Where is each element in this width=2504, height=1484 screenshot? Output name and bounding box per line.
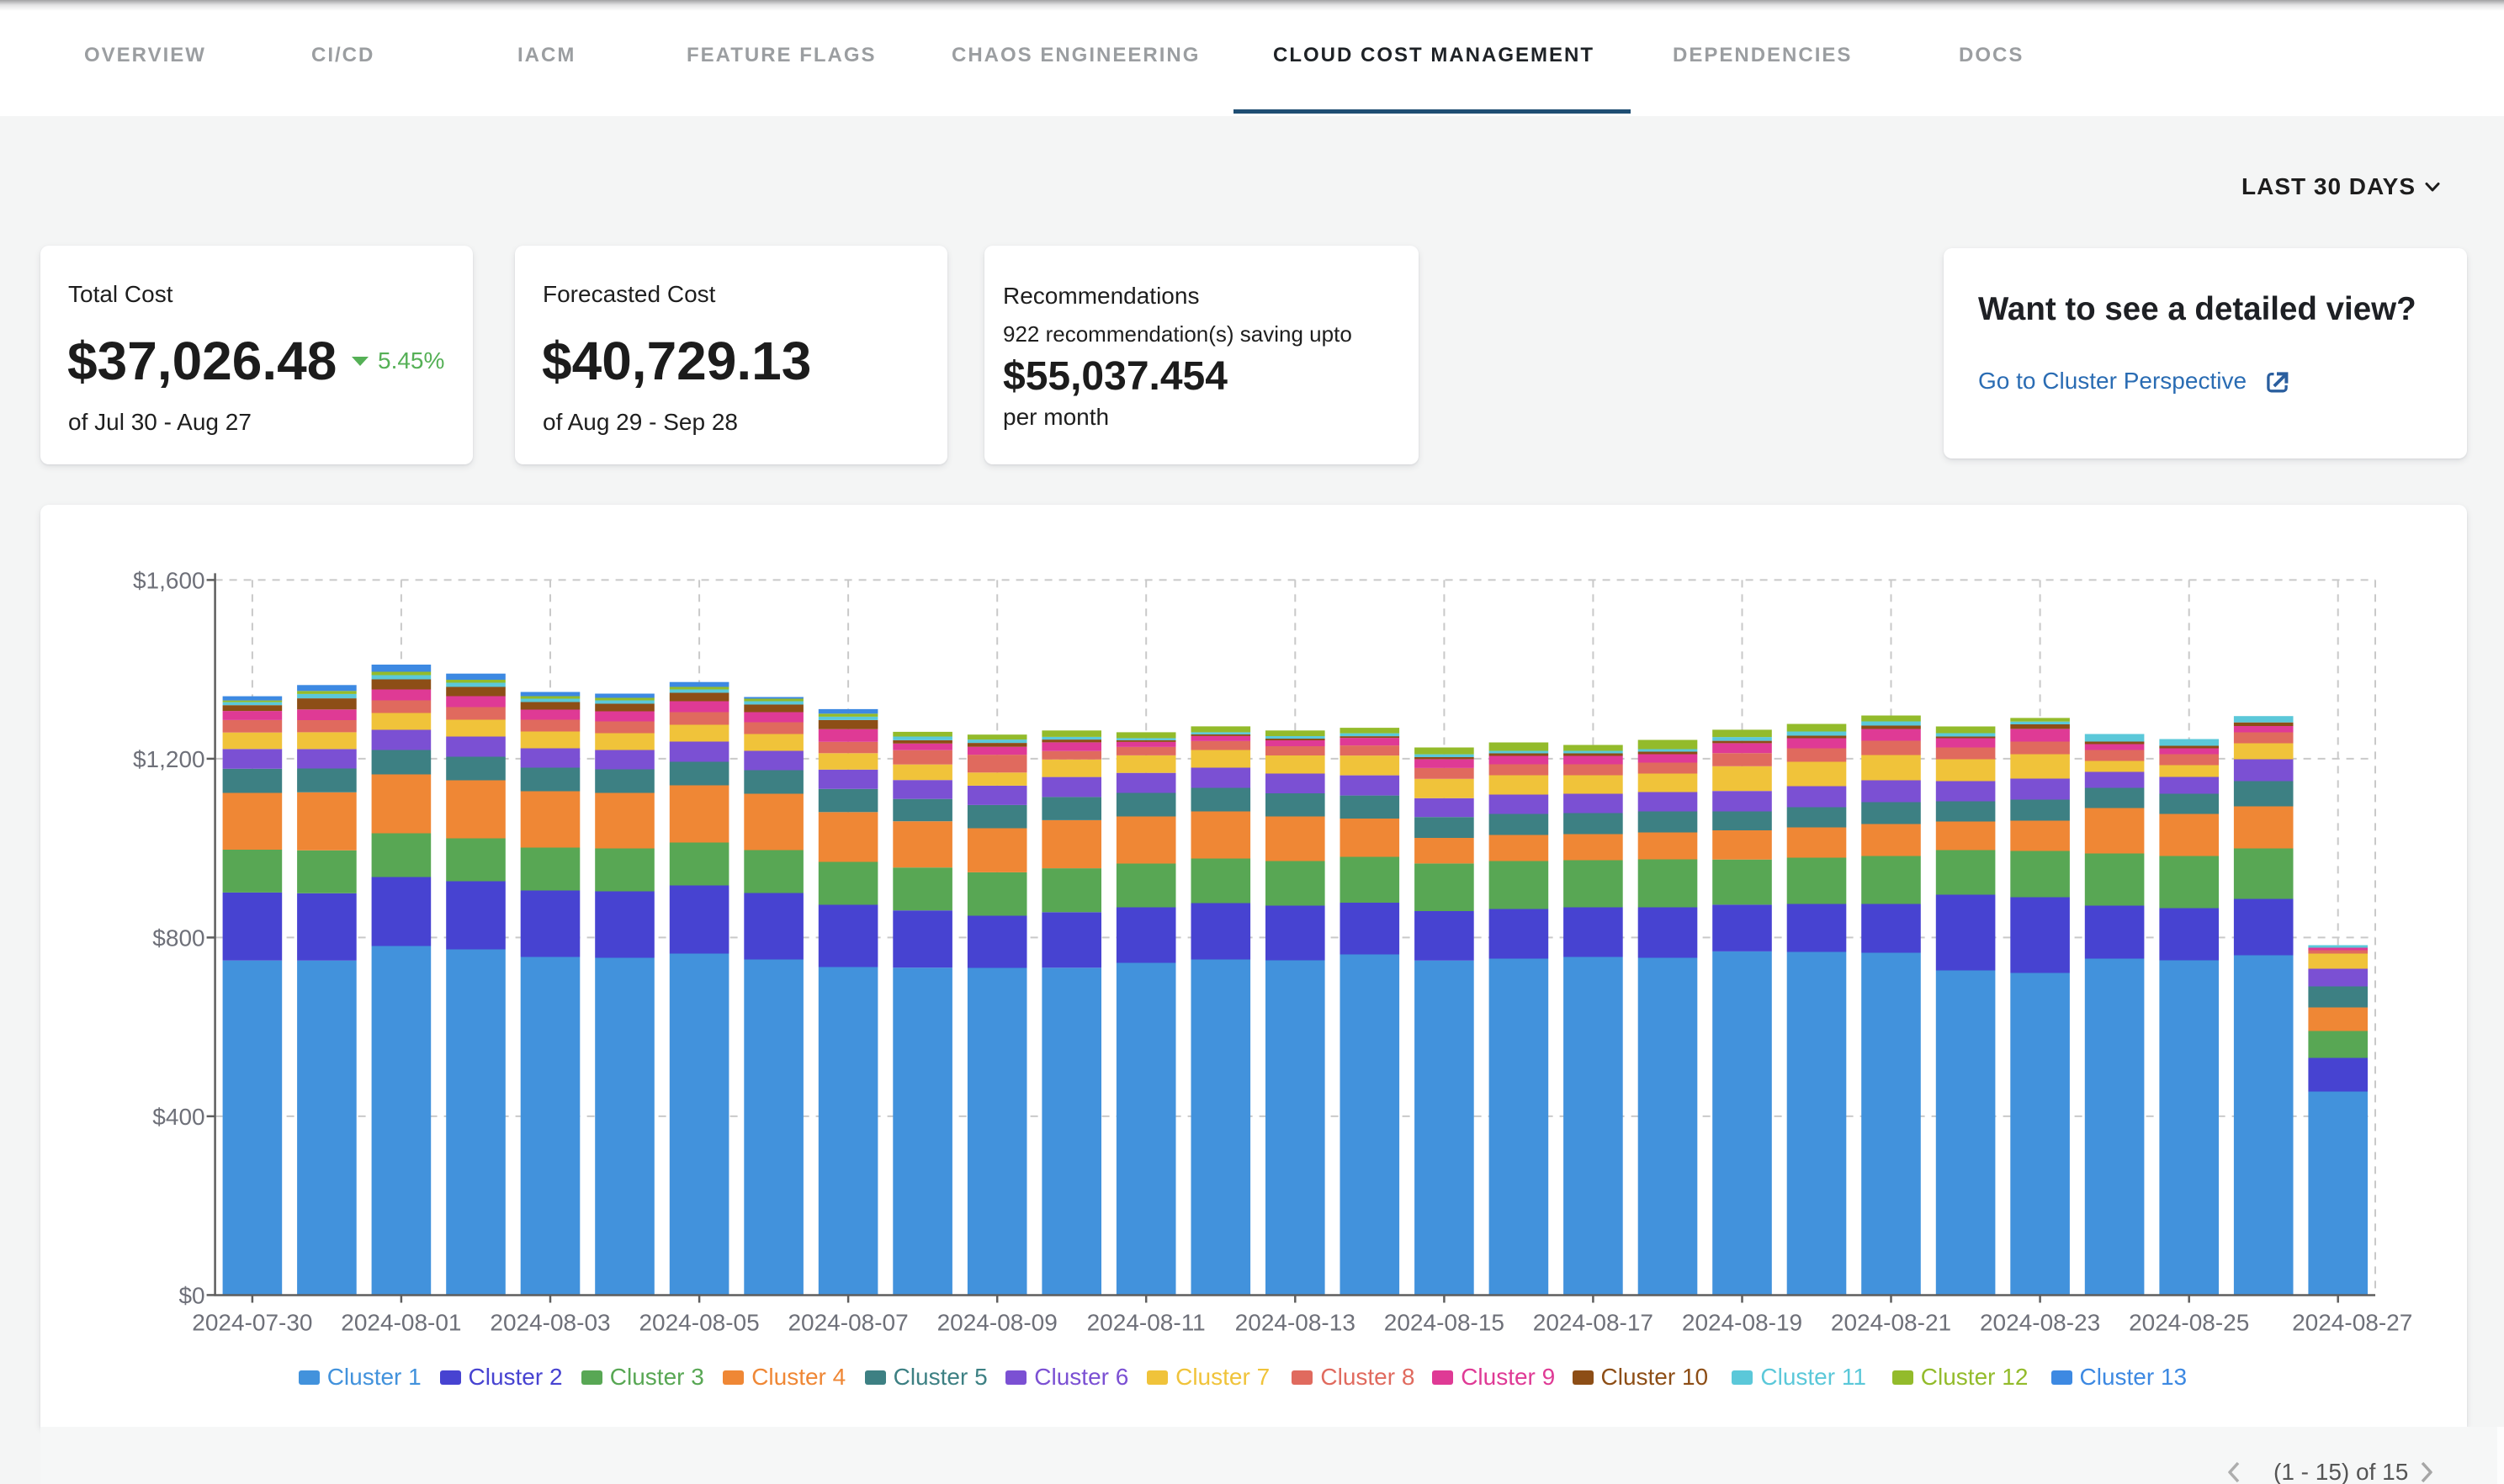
- svg-text:2024-08-19: 2024-08-19: [1682, 1310, 1802, 1336]
- svg-text:2024-08-09: 2024-08-09: [937, 1310, 1058, 1336]
- svg-text:2024-08-27: 2024-08-27: [2292, 1310, 2412, 1336]
- svg-text:$0: $0: [178, 1282, 204, 1308]
- svg-text:$800: $800: [152, 925, 204, 951]
- svg-text:2024-08-03: 2024-08-03: [490, 1310, 610, 1336]
- svg-text:2024-08-21: 2024-08-21: [1831, 1310, 1951, 1336]
- svg-text:2024-08-05: 2024-08-05: [639, 1310, 759, 1336]
- svg-text:2024-08-11: 2024-08-11: [1087, 1310, 1206, 1336]
- svg-text:2024-08-01: 2024-08-01: [341, 1310, 461, 1336]
- svg-text:2024-08-13: 2024-08-13: [1235, 1310, 1355, 1336]
- svg-text:2024-08-15: 2024-08-15: [1384, 1310, 1504, 1336]
- svg-text:2024-08-25: 2024-08-25: [2129, 1310, 2249, 1336]
- svg-text:$400: $400: [152, 1104, 204, 1130]
- svg-text:2024-08-07: 2024-08-07: [788, 1310, 908, 1336]
- svg-text:2024-07-30: 2024-07-30: [192, 1310, 312, 1336]
- svg-text:$1,600: $1,600: [133, 567, 205, 593]
- svg-text:2024-08-23: 2024-08-23: [1980, 1310, 2100, 1336]
- svg-text:$1,200: $1,200: [133, 746, 205, 772]
- svg-text:2024-08-17: 2024-08-17: [1533, 1310, 1653, 1336]
